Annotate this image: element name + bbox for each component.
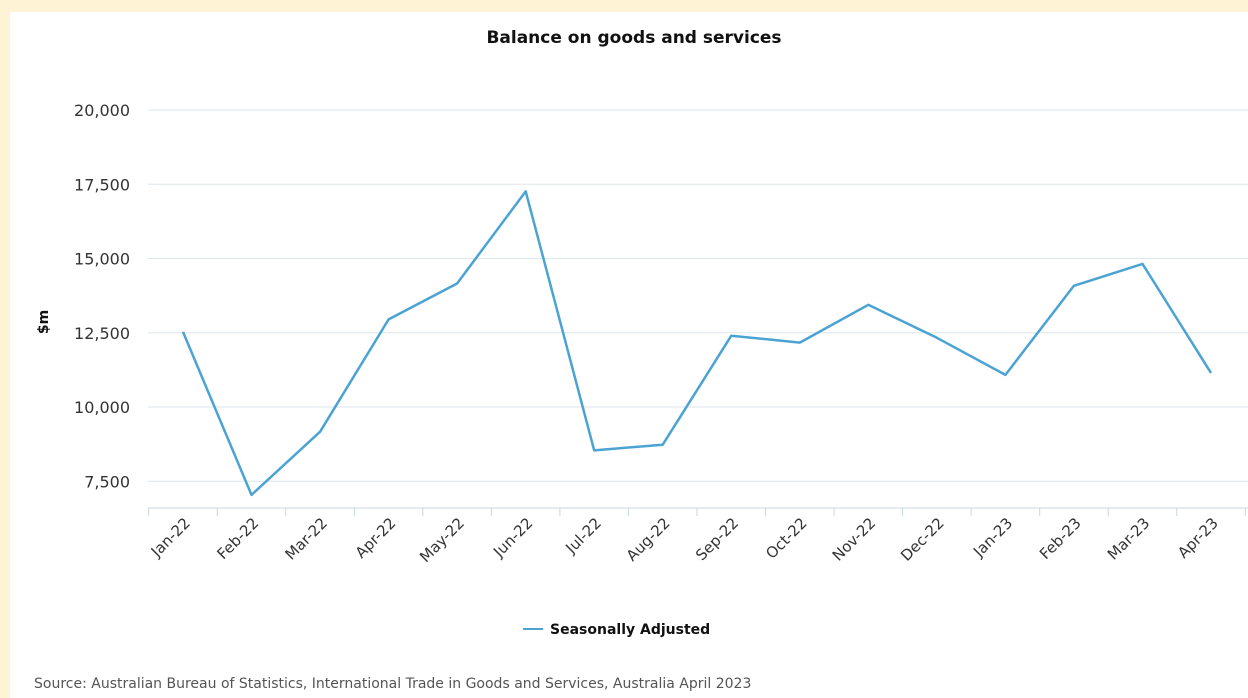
x-tick-label: Dec-22 — [897, 514, 948, 565]
data-point[interactable] — [314, 426, 326, 438]
data-point[interactable] — [999, 369, 1011, 381]
y-tick-label: 20,000 — [74, 101, 130, 120]
x-tick-label: Aug-22 — [623, 514, 674, 565]
source-note: Source: Australian Bureau of Statistics,… — [34, 676, 752, 692]
x-tick-label: Apr-22 — [352, 514, 400, 562]
gridlines — [148, 109, 1248, 482]
data-point[interactable] — [451, 277, 463, 289]
data-point[interactable] — [1136, 258, 1148, 270]
data-point[interactable] — [657, 439, 669, 451]
data-point[interactable] — [862, 299, 874, 311]
x-tick-label: Oct-22 — [762, 514, 810, 562]
x-tick-label: Feb-23 — [1036, 514, 1085, 563]
x-tick-label: Jan-23 — [969, 514, 1016, 561]
data-point[interactable] — [588, 444, 600, 456]
data-point[interactable] — [794, 337, 806, 349]
x-tick-label: Jun-22 — [489, 514, 536, 561]
x-tick-label: Apr-23 — [1174, 514, 1222, 562]
y-tick-label: 15,000 — [74, 250, 130, 269]
y-tick-label: 17,500 — [74, 175, 130, 194]
data-point[interactable] — [383, 313, 395, 325]
series-line[interactable] — [181, 190, 1213, 497]
data-point[interactable] — [1205, 367, 1217, 379]
chart-panel: Balance on goods and services $m 20,000 1… — [10, 12, 1248, 698]
y-tick-labels: 20,000 17,500 15,000 12,500 10,000 7,500 — [74, 101, 130, 491]
series-layer — [177, 185, 1217, 501]
data-point[interactable] — [1068, 280, 1080, 292]
chart-svg: Balance on goods and services $m 20,000 1… — [36, 28, 1248, 638]
y-tick-label: 12,500 — [74, 324, 130, 343]
legend[interactable]: Seasonally Adjusted — [523, 622, 710, 638]
data-point[interactable] — [246, 489, 258, 501]
x-tick-label: Jan-22 — [147, 514, 194, 561]
x-tick-label: Sep-22 — [692, 514, 742, 564]
x-tick-label: Feb-22 — [214, 514, 263, 563]
data-point[interactable] — [931, 332, 943, 344]
y-axis-label: $m — [36, 310, 52, 334]
chart-title: Balance on goods and services — [486, 28, 781, 48]
y-tick-label: 7,500 — [84, 472, 130, 491]
x-tick-label: May-22 — [416, 514, 468, 566]
x-tick-label: Jul-22 — [561, 514, 605, 558]
x-tick-label: Nov-22 — [829, 514, 879, 564]
legend-label[interactable]: Seasonally Adjusted — [550, 622, 710, 638]
x-tick-labels: Jan-22 Feb-22 Mar-22 Apr-22 May-22 Jun-22 Jul-… — [147, 508, 1246, 566]
x-tick-label: Mar-22 — [282, 514, 331, 563]
data-point[interactable] — [520, 185, 532, 197]
x-tick-label: Mar-23 — [1104, 514, 1153, 563]
data-point[interactable] — [725, 330, 737, 342]
data-point[interactable] — [177, 326, 189, 338]
y-tick-label: 10,000 — [74, 398, 130, 417]
